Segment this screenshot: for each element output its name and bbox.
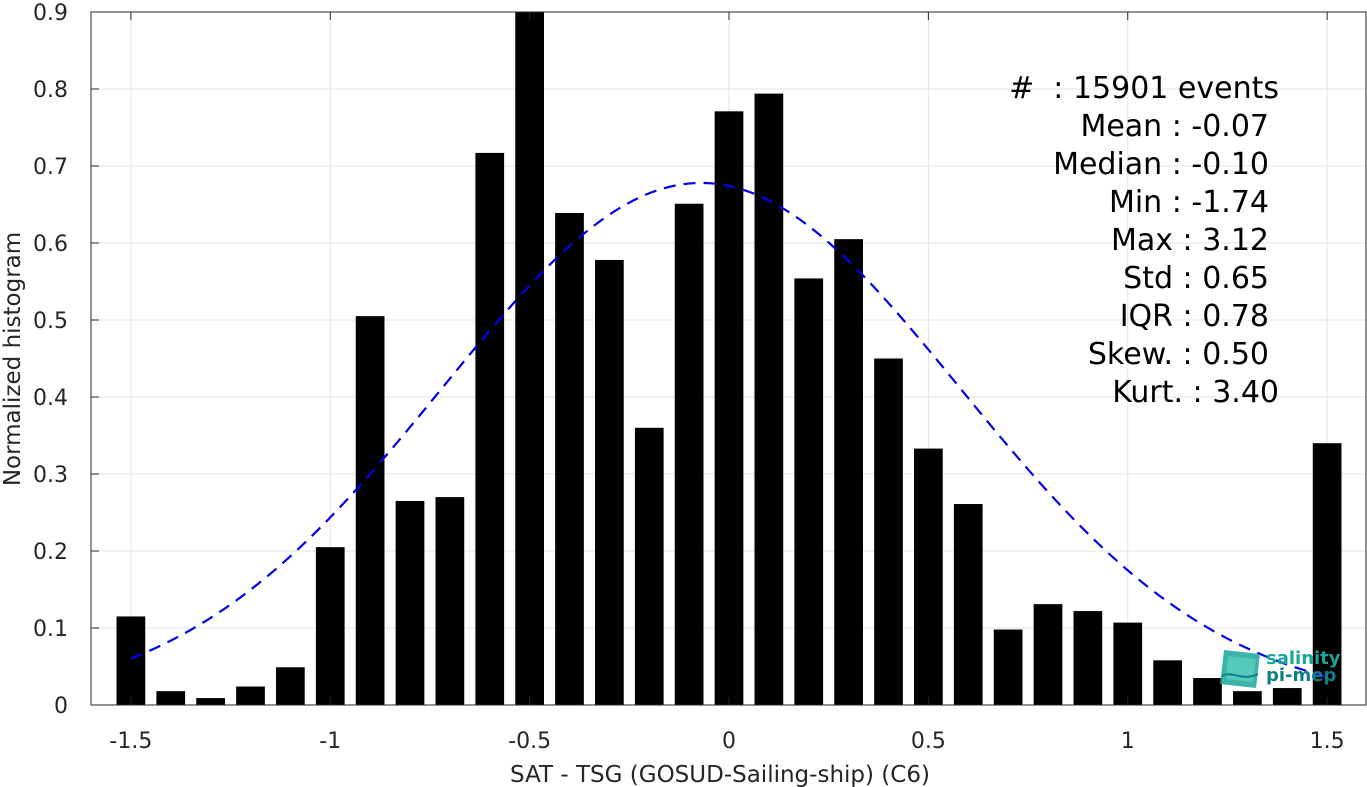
x-tick-label: 1 [1121,729,1135,754]
histogram-bar [1233,691,1262,705]
x-axis-label: SAT - TSG (GOSUD-Sailing-ship) (C6) [510,762,930,787]
histogram-bar [515,12,544,705]
histogram-bar [634,427,664,705]
x-tick-label: 0.5 [911,729,946,754]
histogram-bar [834,239,863,705]
histogram-bar [1272,688,1302,705]
y-tick-label: 0.1 [33,617,68,642]
stat-skew: Skew. : 0.50 [1087,337,1269,372]
y-tick-label: 0 [54,694,68,719]
histogram-bar [236,686,265,705]
x-tick-label: -1 [319,729,341,754]
histogram-bar [874,358,903,705]
histogram-bar [1312,443,1342,705]
histogram-bar [993,629,1023,705]
histogram-bar [1153,660,1182,705]
y-tick-label: 0.2 [33,540,68,565]
x-tick-label: 1.5 [1310,729,1345,754]
x-tick-label: -1.5 [109,729,152,754]
stat-max: Max : 3.12 [1111,223,1269,258]
y-tick-label: 0.6 [33,232,68,257]
histogram-bar [714,111,744,705]
y-tick-label: 0.3 [33,463,68,488]
histogram-bar [475,152,505,705]
histogram-bars [116,12,1342,706]
axis-ticks: -1.5 -1 -0.5 0 0.5 1 1.5 0 0.1 0.2 0.3 0.4 0.5 0.6 0.7… [33,1,1345,754]
y-tick-label: 0.9 [33,1,68,26]
histogram-bar [1073,611,1103,705]
histogram-bar [196,698,225,705]
y-tick-label: 0.7 [33,155,68,180]
histogram-bar [1193,678,1222,705]
logo-text-line1: salinity [1266,648,1341,669]
histogram-bar [953,504,983,705]
gaussian-fit-curve [130,181,1328,678]
stat-mean: Mean : -0.07 [1080,109,1269,144]
stat-std: Std : 0.65 [1123,261,1269,296]
y-tick-label: 0.8 [33,78,68,103]
histogram-bar [395,500,425,705]
histogram-bar [276,667,305,705]
stat-iqr: IQR : 0.78 [1119,299,1269,334]
histogram-bar [116,616,146,705]
salinity-pi-mep-logo: salinity pi-mep [1218,648,1348,694]
histogram-bar [555,212,584,705]
stat-events: # : 15901 events [1009,71,1279,106]
histogram-bar [794,278,824,705]
statistics-panel: # : 15901 events Mean : -0.07 Median : -… [1009,70,1279,412]
stat-kurt: Kurt. : 3.40 [1112,375,1279,410]
histogram-bar [595,259,624,705]
histogram-bar [315,547,345,705]
y-tick-label: 0.4 [33,386,68,411]
y-axis-label: Normalized histogram [0,232,26,486]
histogram-bar [1033,604,1063,705]
x-tick-label: -0.5 [508,729,551,754]
logo-mark-icon [1220,650,1260,688]
x-tick-label: 0 [722,729,736,754]
histogram-bar [674,203,704,706]
stat-min: Min : -1.74 [1108,185,1269,220]
histogram-bar [435,497,465,705]
histogram-bar [156,691,186,705]
stat-median: Median : -0.10 [1053,147,1269,182]
histogram-bar [914,448,943,705]
histogram-bar [1113,622,1143,705]
y-tick-label: 0.5 [33,309,68,334]
histogram-bar [355,316,385,705]
histogram-bar [754,93,784,706]
logo-text-line2: pi-mep [1266,665,1337,686]
